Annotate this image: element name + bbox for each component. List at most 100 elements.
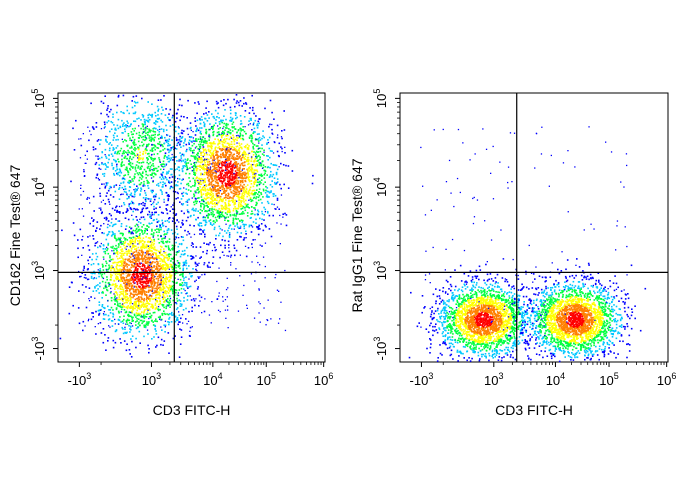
event-dot	[146, 262, 148, 264]
event-dot	[204, 210, 206, 213]
event-dot	[140, 178, 143, 180]
event-dot	[167, 199, 169, 202]
event-dot	[141, 114, 144, 116]
event-dot	[161, 329, 163, 331]
event-dot	[215, 146, 217, 149]
event-dot	[154, 133, 156, 136]
event-dot	[118, 261, 120, 263]
event-dot	[135, 278, 137, 280]
event-dot	[100, 224, 102, 227]
event-dot	[162, 274, 165, 276]
event-dot	[245, 185, 247, 188]
event-dot	[192, 243, 194, 245]
event-dot	[221, 239, 224, 241]
event-dot	[124, 331, 126, 334]
event-dot	[232, 222, 235, 225]
event-dot	[140, 291, 143, 293]
event-dot	[209, 169, 211, 172]
event-dot	[114, 190, 117, 193]
event-dot	[206, 160, 209, 163]
event-dot	[132, 229, 135, 232]
event-dot	[153, 311, 156, 314]
event-dot	[94, 287, 96, 289]
event-dot	[258, 163, 261, 165]
event-dot	[220, 162, 223, 165]
event-dot	[166, 231, 169, 234]
event-dot	[258, 133, 260, 135]
event-dot	[175, 214, 177, 216]
event-dot	[179, 119, 181, 122]
event-dot	[177, 266, 180, 268]
event-dot	[228, 138, 231, 141]
event-dot	[211, 202, 213, 204]
event-dot	[122, 276, 124, 279]
event-dot	[259, 147, 261, 150]
event-dot	[105, 286, 107, 289]
event-dot	[141, 165, 143, 168]
event-dot	[91, 272, 94, 275]
event-dot	[99, 285, 101, 288]
event-dot	[157, 293, 160, 296]
event-dot	[206, 168, 208, 170]
event-dot	[99, 282, 101, 284]
event-dot	[267, 166, 270, 168]
event-dot	[241, 193, 243, 195]
event-dot	[246, 146, 249, 149]
event-dot	[202, 146, 205, 148]
event-dot	[148, 267, 151, 269]
event-dot	[169, 306, 171, 308]
event-dot	[238, 190, 241, 193]
event-dot	[114, 295, 116, 298]
event-dot	[182, 239, 185, 242]
event-dot	[127, 173, 130, 176]
event-dot	[135, 232, 137, 234]
event-dot	[159, 300, 161, 303]
event-dot	[189, 167, 191, 169]
event-dot	[231, 123, 234, 125]
event-dot	[157, 108, 160, 110]
event-dot	[155, 320, 157, 322]
event-dot	[204, 180, 206, 182]
event-dot	[138, 242, 140, 245]
event-dot	[208, 111, 210, 113]
event-dot	[119, 257, 121, 259]
event-dot	[127, 319, 129, 322]
event-dot	[162, 181, 164, 183]
event-dot	[152, 311, 155, 314]
event-dot	[242, 181, 244, 184]
event-dot	[106, 278, 108, 281]
event-dot	[185, 192, 187, 195]
event-dot	[106, 226, 109, 229]
event-dot	[262, 188, 265, 191]
event-dot	[158, 131, 161, 133]
event-dot	[207, 174, 209, 177]
event-dot	[163, 264, 165, 266]
event-dot	[211, 207, 213, 210]
event-dot	[112, 167, 115, 169]
event-dot	[95, 176, 98, 179]
event-dot	[123, 306, 126, 308]
event-dot	[158, 274, 161, 276]
event-dot	[195, 145, 198, 148]
event-dot	[144, 259, 147, 261]
event-dot	[196, 176, 198, 178]
event-dot	[95, 252, 97, 255]
event-dot	[181, 192, 183, 195]
event-dot	[159, 189, 162, 191]
event-dot	[113, 296, 116, 299]
event-dot	[206, 153, 208, 156]
event-dot	[243, 158, 246, 160]
event-dot	[278, 142, 281, 145]
event-dot	[193, 195, 195, 198]
event-dot	[239, 123, 242, 125]
event-dot	[255, 203, 258, 206]
event-dot	[252, 142, 254, 145]
event-dot	[217, 170, 219, 173]
event-dot	[163, 282, 166, 284]
event-dot	[150, 198, 152, 200]
event-dot	[172, 261, 175, 264]
event-dot	[265, 189, 267, 192]
event-dot	[122, 272, 125, 275]
event-dot	[217, 201, 220, 204]
event-dot	[126, 284, 128, 287]
